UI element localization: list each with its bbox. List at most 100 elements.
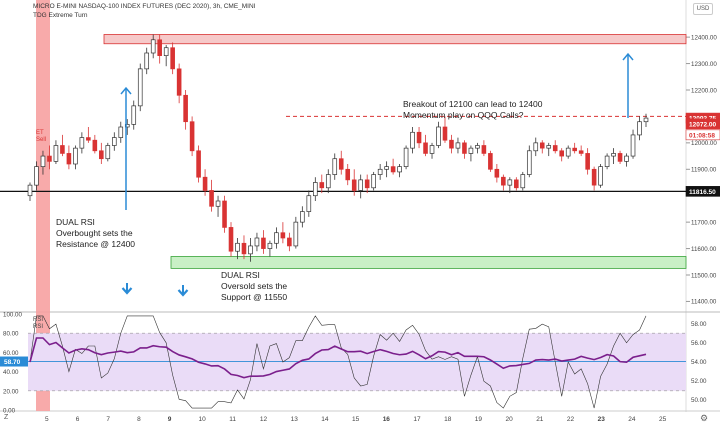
- candle-body: [539, 142, 545, 149]
- candle-body: [27, 184, 33, 197]
- candle-body: [449, 139, 454, 149]
- gear-icon[interactable]: ⚙: [700, 413, 709, 423]
- annotation-line: DUAL RSI: [221, 270, 260, 280]
- candle-body: [565, 147, 571, 157]
- candle-body: [202, 176, 208, 191]
- rsi-right-tick: 56.00: [691, 340, 707, 347]
- time-tick-label: 14: [321, 416, 329, 423]
- time-tick-label: 17: [413, 416, 421, 423]
- time-tick-label: 18: [444, 416, 452, 423]
- symbol-title: MICRO E-MINI NASDAQ-100 INDEX FUTURES (D…: [33, 3, 256, 10]
- rsi-badge: [0, 356, 28, 367]
- annotation-line: Breakout of 12100 can lead to 12400: [403, 99, 543, 109]
- candle-body: [254, 237, 260, 247]
- rsi-band: [28, 333, 686, 391]
- price-tick-label: 11600.00: [691, 246, 717, 253]
- candle-body: [455, 142, 461, 149]
- candle-body: [274, 232, 279, 244]
- time-tick-label: 7: [106, 416, 110, 423]
- annotation-line: DUAL RSI: [56, 217, 95, 227]
- candle-body: [377, 168, 383, 175]
- candle-body: [403, 147, 409, 167]
- candle-body: [300, 211, 305, 223]
- oversold-annotation: DUAL RSI Oversold sets the Support @ 115…: [221, 270, 287, 303]
- candle-body: [624, 155, 629, 162]
- candle-body: [40, 155, 46, 167]
- price-badge-label: 01:08:58: [689, 132, 715, 139]
- candle-body: [332, 158, 338, 175]
- candle-body: [53, 145, 59, 162]
- candle-body: [287, 237, 292, 247]
- candle-body: [222, 200, 227, 228]
- oversold-down-arrow-head: [177, 289, 189, 297]
- candle-body: [293, 221, 299, 247]
- candle-body: [99, 150, 104, 160]
- annotation-line: Oversold sets the: [221, 281, 288, 291]
- candle-body: [105, 145, 111, 160]
- candle-body: [637, 121, 642, 136]
- rsi-left-tick: 0.00: [3, 408, 16, 415]
- currency-button[interactable]: USD: [693, 3, 713, 15]
- candle-body: [137, 68, 143, 107]
- annotation-line: Overbought sets the: [56, 228, 133, 238]
- price-tick-label: 11500.00: [691, 272, 717, 279]
- candle-body: [507, 179, 513, 186]
- time-tick-label: 23: [598, 416, 606, 423]
- candle-body: [423, 142, 428, 154]
- candle-body: [578, 150, 584, 154]
- price-tick-label: 12200.00: [691, 87, 717, 94]
- candle-body: [533, 142, 539, 152]
- price-tick-label: 12300.00: [691, 61, 717, 68]
- candle-body: [196, 150, 201, 178]
- zoom-label[interactable]: Z: [4, 414, 9, 421]
- time-tick-label: 10: [199, 416, 207, 423]
- candle-body: [494, 168, 500, 178]
- candle-body: [520, 174, 526, 189]
- candle-body: [546, 145, 552, 149]
- rsi-badge-label: 58.70: [4, 359, 21, 366]
- candle-body: [462, 142, 467, 154]
- time-tick-label: 8: [137, 416, 141, 423]
- candle-body: [468, 147, 474, 154]
- price-badge-label: 11816.50: [689, 189, 716, 196]
- candle-body: [248, 245, 253, 255]
- candle-body: [617, 153, 623, 162]
- rsi-left-tick: 80.00: [3, 331, 19, 338]
- price-badge-label: 12072.00: [689, 121, 716, 128]
- time-tick-label: 20: [506, 416, 514, 423]
- candle-body: [209, 190, 214, 207]
- candle-body: [183, 94, 188, 123]
- time-tick-label: 9: [168, 416, 172, 423]
- et-sell-label: ET Sell: [36, 130, 46, 144]
- time-tick-label: 11: [229, 416, 236, 423]
- time-tick-label: 13: [291, 416, 299, 423]
- overbought-down-arrow-head: [121, 287, 133, 295]
- candle-body: [131, 105, 137, 125]
- candle-body: [442, 126, 448, 141]
- rsi-left-tick: 40.00: [3, 369, 19, 376]
- candle-body: [630, 134, 636, 157]
- candle-body: [241, 242, 247, 255]
- candle-body: [170, 47, 175, 70]
- candle-body: [189, 121, 195, 152]
- candle-body: [261, 237, 266, 249]
- candle-body: [475, 145, 480, 149]
- candle-body: [598, 166, 603, 186]
- candle-body: [591, 168, 597, 186]
- overbought-annotation: DUAL RSI Overbought sets the Resistance …: [56, 217, 135, 250]
- candle-body: [358, 179, 363, 191]
- candle-body: [488, 153, 493, 170]
- rsi-panel-label: RSI: [33, 317, 44, 323]
- candle-body: [157, 39, 162, 56]
- annotation-line: Momentum play on QQQ Calls?: [403, 110, 524, 120]
- candle-body: [501, 176, 506, 186]
- candle-body: [60, 145, 65, 154]
- candle-body: [514, 179, 519, 189]
- breakout-arrow-head: [622, 52, 634, 61]
- rsi-right-tick: 54.00: [691, 359, 707, 366]
- annotation-line: Resistance @ 12400: [56, 239, 136, 249]
- candle-body: [481, 145, 487, 154]
- candle-body: [280, 232, 286, 239]
